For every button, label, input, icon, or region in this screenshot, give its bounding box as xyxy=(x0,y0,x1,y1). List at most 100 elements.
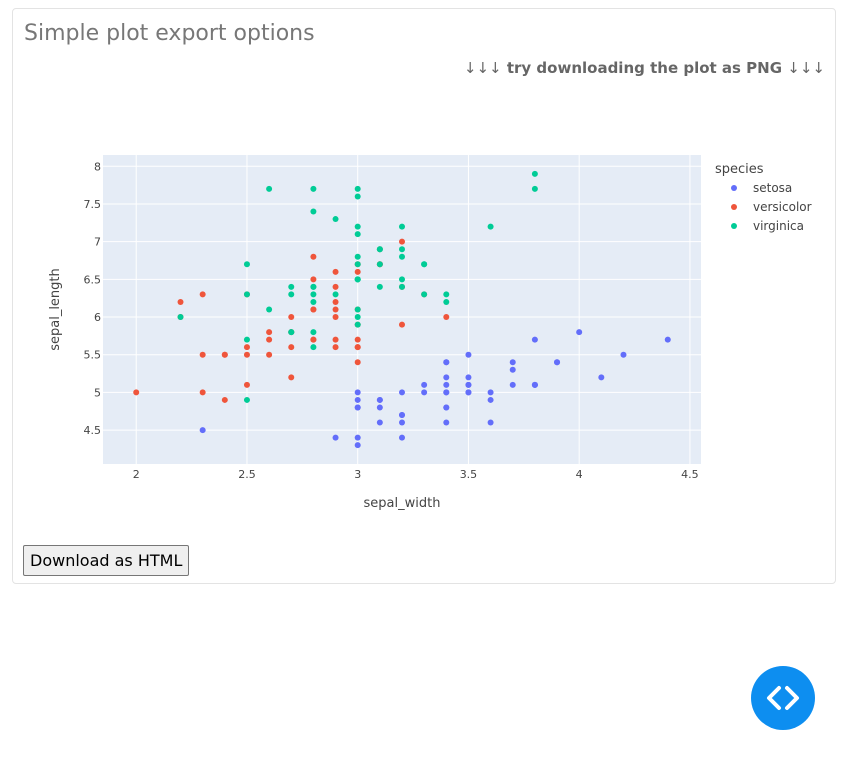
data-point-versicolor xyxy=(266,329,273,336)
data-point-versicolor xyxy=(332,283,339,290)
data-point-setosa xyxy=(554,359,561,366)
data-point-versicolor xyxy=(133,389,140,396)
data-point-versicolor xyxy=(310,276,317,283)
data-point-virginica xyxy=(266,185,273,192)
data-point-virginica xyxy=(310,208,317,215)
data-point-versicolor xyxy=(266,336,273,343)
y-tick-label: 4.5 xyxy=(84,424,102,437)
data-point-versicolor xyxy=(288,344,295,351)
x-tick-label: 4.5 xyxy=(681,468,699,481)
data-point-virginica xyxy=(310,344,317,351)
data-point-setosa xyxy=(509,381,516,388)
data-point-virginica xyxy=(531,170,538,177)
data-point-versicolor xyxy=(399,321,405,328)
data-point-virginica xyxy=(376,261,383,268)
legend-label: versicolor xyxy=(753,200,812,214)
data-point-setosa xyxy=(443,359,450,366)
data-point-virginica xyxy=(354,321,361,328)
x-tick-label: 3 xyxy=(354,468,361,481)
y-tick-label: 5.5 xyxy=(84,349,102,362)
data-point-virginica xyxy=(354,253,361,260)
legend-item-versicolor[interactable]: versicolor xyxy=(731,200,812,214)
data-point-virginica xyxy=(531,185,538,192)
data-point-setosa xyxy=(664,336,671,343)
data-point-virginica xyxy=(243,291,250,298)
data-point-virginica xyxy=(243,261,250,268)
data-point-setosa xyxy=(509,366,516,373)
y-axis-label: sepal_length xyxy=(48,268,63,351)
data-point-virginica xyxy=(487,223,494,230)
data-point-virginica xyxy=(288,283,295,290)
data-point-setosa xyxy=(465,351,472,358)
data-point-virginica xyxy=(399,223,405,230)
data-point-setosa xyxy=(354,396,361,403)
data-point-setosa xyxy=(354,434,361,441)
data-point-virginica xyxy=(288,329,295,336)
data-point-virginica xyxy=(310,298,317,305)
data-point-virginica xyxy=(243,336,250,343)
data-point-setosa xyxy=(465,374,472,381)
scatter-plot[interactable]: 2 2.5 3 3.5 4 4.5 4.5 5 5.5 6 6.5 7 7.5 8 sepal_widt… xyxy=(13,9,835,529)
y-tick-label: 7 xyxy=(94,236,101,249)
data-point-virginica xyxy=(443,291,450,298)
y-tick-labels: 4.5 5 5.5 6 6.5 7 7.5 8 xyxy=(84,160,102,437)
data-point-versicolor xyxy=(243,381,250,388)
data-point-virginica xyxy=(310,329,317,336)
data-point-setosa xyxy=(465,381,472,388)
data-point-versicolor xyxy=(221,396,228,403)
data-point-versicolor xyxy=(332,298,339,305)
data-point-versicolor xyxy=(332,268,339,275)
data-point-setosa xyxy=(421,381,428,388)
data-point-setosa xyxy=(443,381,450,388)
data-point-setosa xyxy=(465,389,472,396)
data-point-virginica xyxy=(421,261,428,268)
legend-item-setosa[interactable]: setosa xyxy=(731,181,792,195)
data-point-versicolor xyxy=(310,253,317,260)
data-point-setosa xyxy=(598,374,605,381)
data-point-setosa xyxy=(354,404,361,411)
data-point-virginica xyxy=(421,291,428,298)
data-point-setosa xyxy=(443,389,450,396)
data-point-versicolor xyxy=(332,336,339,343)
legend[interactable]: species setosa versicolor virginica xyxy=(715,162,812,233)
x-tick-labels: 2 2.5 3 3.5 4 4.5 xyxy=(133,468,699,481)
data-point-virginica xyxy=(310,185,317,192)
data-point-virginica xyxy=(354,223,361,230)
data-point-virginica xyxy=(443,298,450,305)
data-point-versicolor xyxy=(354,268,361,275)
data-point-versicolor xyxy=(288,314,295,321)
legend-label: virginica xyxy=(753,219,804,233)
data-point-versicolor xyxy=(199,291,206,298)
data-point-versicolor xyxy=(199,389,206,396)
data-point-setosa xyxy=(376,396,383,403)
y-tick-label: 6.5 xyxy=(84,273,102,286)
download-html-button[interactable]: Download as HTML xyxy=(23,545,190,576)
data-point-setosa xyxy=(399,419,405,426)
data-point-virginica xyxy=(354,231,361,238)
data-point-versicolor xyxy=(399,238,405,245)
data-point-versicolor xyxy=(199,351,206,358)
data-point-virginica xyxy=(354,276,361,283)
data-point-setosa xyxy=(487,419,494,426)
y-tick-label: 5 xyxy=(94,386,101,399)
data-point-setosa xyxy=(376,404,383,411)
data-point-virginica xyxy=(354,306,361,313)
data-point-virginica xyxy=(354,261,361,268)
data-point-setosa xyxy=(332,434,339,441)
data-point-setosa xyxy=(487,396,494,403)
data-point-virginica xyxy=(399,283,405,290)
data-point-virginica xyxy=(288,291,295,298)
hint-arrows-right: ↓↓↓ xyxy=(787,59,825,77)
data-point-versicolor xyxy=(177,298,184,305)
legend-item-virginica[interactable]: virginica xyxy=(731,219,804,233)
hint-text: try downloading the plot as PNG xyxy=(506,59,783,77)
code-toggle-button[interactable] xyxy=(751,666,815,730)
data-point-setosa xyxy=(199,427,206,434)
data-point-virginica xyxy=(376,246,383,253)
data-point-versicolor xyxy=(310,336,317,343)
data-point-virginica xyxy=(310,291,317,298)
data-points xyxy=(133,170,671,449)
x-tick-label: 3.5 xyxy=(460,468,478,481)
data-point-versicolor xyxy=(266,351,273,358)
data-point-virginica xyxy=(376,283,383,290)
